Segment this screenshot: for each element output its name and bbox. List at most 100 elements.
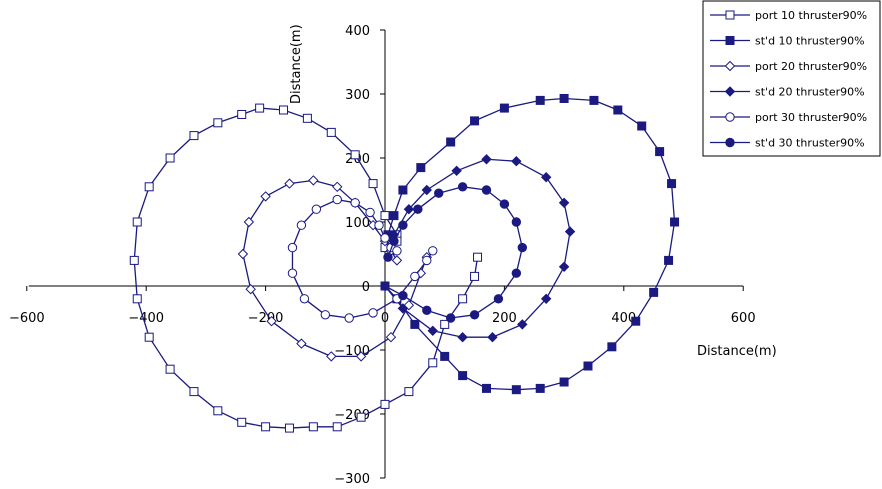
data-point [332,194,342,205]
data-point [583,361,593,371]
data-point [607,342,617,352]
legend-item: st'd 30 thruster90% [710,137,865,150]
data-point [410,271,420,282]
data-point [511,268,522,278]
series-4 [379,154,576,343]
data-point [655,147,665,157]
data-point [559,377,569,387]
data-point [481,383,491,393]
x-tick-label: 200 [492,311,517,326]
x-tick-label: −200 [248,311,284,326]
data-point [391,255,403,266]
x-tick-label: −600 [9,311,45,326]
data-point [189,131,199,141]
legend-box [702,0,881,157]
data-point [649,287,659,297]
data-point [535,383,545,393]
data-point [481,185,492,195]
legend-item: st'd 20 thruster90% [710,86,865,99]
data-point [473,252,483,262]
data-point [368,308,378,318]
x-tick-label: 0 [381,311,389,326]
series-line [242,179,428,358]
data-point [434,188,444,198]
data-point [326,127,336,137]
data-point [308,422,318,432]
data-point [511,385,521,395]
data-point [458,371,468,381]
data-point [540,171,552,183]
data-point [144,182,154,192]
y-tick-label: 300 [345,88,370,103]
data-point [132,294,142,304]
data-point [517,242,528,253]
data-point [380,399,390,409]
data-point [392,246,402,256]
x-axis-label: Distance(m) [697,344,777,359]
data-point [613,105,623,115]
data-point [380,281,390,291]
data-point [296,220,307,230]
y-tick-label: 0 [362,280,370,295]
legend-item: port 20 thruster90% [710,60,867,73]
data-point [725,36,735,45]
series-3 [237,175,432,362]
data-point [559,93,569,103]
series-line [384,97,676,391]
legend-label: port 30 thruster90% [755,111,867,124]
data-point [664,255,674,265]
data-point [410,319,420,329]
data-point [296,338,307,349]
data-point [457,331,468,343]
data-point [724,86,736,97]
data-point [237,109,247,119]
data-point [374,220,384,230]
data-point [667,179,677,189]
data-point [368,179,378,189]
data-point [458,294,468,304]
data-point [403,203,415,215]
legend-label: port 20 thruster90% [755,60,867,73]
data-point [724,60,736,72]
data-point [445,313,456,323]
data-point [243,216,255,228]
data-point [631,316,641,326]
series-6 [380,182,528,323]
data-point [385,331,397,343]
x-tick-label: 600 [731,311,756,326]
data-point [397,303,409,314]
data-point [558,197,570,209]
data-point [470,116,480,126]
data-point [725,10,735,20]
data-point [350,150,360,160]
data-point [457,182,468,192]
data-point [213,118,223,128]
data-point [284,423,294,433]
data-point [535,95,545,105]
data-point [725,137,735,148]
data-point [487,331,498,343]
series-line [384,158,571,338]
data-point [165,153,175,163]
data-point [326,351,337,362]
data-point [481,154,492,165]
data-point [416,163,426,173]
data-point [440,319,450,329]
data-point [725,112,735,122]
series-2 [380,93,680,395]
y-tick-label: 400 [345,24,370,39]
data-point [311,204,322,214]
data-point [287,268,298,278]
data-point [299,294,310,304]
data-point [428,358,438,368]
x-tick-label: 400 [611,311,636,326]
legend-item: st'd 10 thruster90% [710,35,865,48]
data-point [165,364,175,374]
legend-item: port 30 thruster90% [710,111,867,124]
data-point [451,165,462,177]
data-point [365,207,375,218]
data-point [132,217,142,227]
data-point [380,211,390,221]
data-point [499,103,509,113]
